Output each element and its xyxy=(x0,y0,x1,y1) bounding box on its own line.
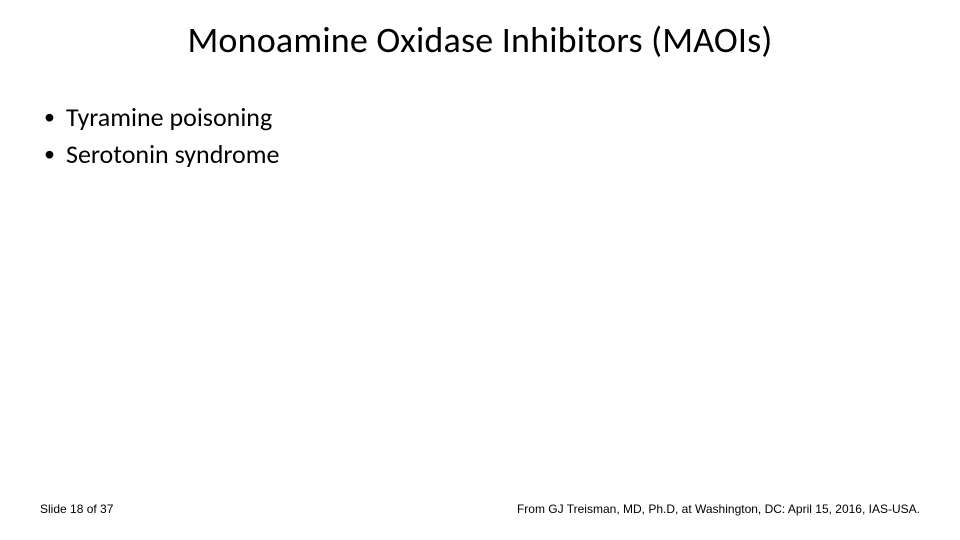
slide-title: Monoamine Oxidase Inhibitors (MAOIs) xyxy=(0,18,960,62)
slide-number: Slide 18 of 37 xyxy=(40,502,113,516)
attribution: From GJ Treisman, MD, Ph.D, at Washingto… xyxy=(517,502,920,516)
bullet-item: Serotonin syndrome xyxy=(40,137,920,172)
bullet-item: Tyramine poisoning xyxy=(40,100,920,135)
bullet-list: Tyramine poisoning Serotonin syndrome xyxy=(40,100,920,172)
slide-body: Tyramine poisoning Serotonin syndrome xyxy=(40,100,920,174)
slide: Monoamine Oxidase Inhibitors (MAOIs) Tyr… xyxy=(0,0,960,540)
